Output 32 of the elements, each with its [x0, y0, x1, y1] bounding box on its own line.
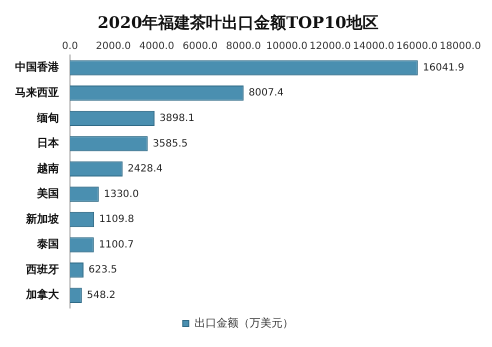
- x-tick-label: 4000.0: [139, 40, 174, 52]
- y-tick-label: 美国: [36, 187, 59, 200]
- data-label: 3898.1: [160, 112, 195, 124]
- y-tick-label: 马来西亚: [15, 86, 59, 99]
- data-label: 1100.7: [98, 239, 134, 250]
- chart-title: 2020年福建茶叶出口金额TOP10地区: [98, 12, 378, 32]
- y-tick-label: 缅甸: [36, 111, 59, 124]
- data-label: 1330.0: [104, 188, 139, 200]
- data-label: 623.5: [88, 264, 118, 276]
- y-tick-label: 加拿大: [25, 288, 60, 302]
- x-tick-label: 12000.0: [310, 40, 351, 52]
- x-tick-label: 10000.0: [266, 40, 308, 52]
- data-label: 548.2: [86, 290, 116, 301]
- x-tick-label: 0.0: [62, 40, 78, 52]
- y-tick-label: 日本: [37, 136, 60, 150]
- data-label: 1109.8: [99, 214, 134, 226]
- data-label: 3585.5: [152, 138, 188, 150]
- x-tick-label: 16000.0: [396, 40, 438, 52]
- y-tick-label: 新加坡: [25, 212, 60, 226]
- legend-label: 出口金额（万美元）: [194, 316, 294, 330]
- y-tick-label: 中国香港: [15, 60, 60, 74]
- x-tick-label: 8000.0: [226, 40, 261, 52]
- x-tick-label: 6000.0: [182, 40, 218, 52]
- y-tick-label: 西班牙: [25, 262, 59, 276]
- x-tick-label: 2000.0: [96, 40, 131, 52]
- x-tick-label: 14000.0: [352, 40, 394, 52]
- data-label: 8007.4: [248, 88, 284, 99]
- data-label: 2428.4: [128, 164, 163, 175]
- x-tick-label: 18000.0: [440, 40, 482, 52]
- data-label: 16041.9: [422, 62, 464, 74]
- y-tick-label: 泰国: [36, 238, 59, 251]
- y-tick-label: 越南: [36, 162, 59, 175]
